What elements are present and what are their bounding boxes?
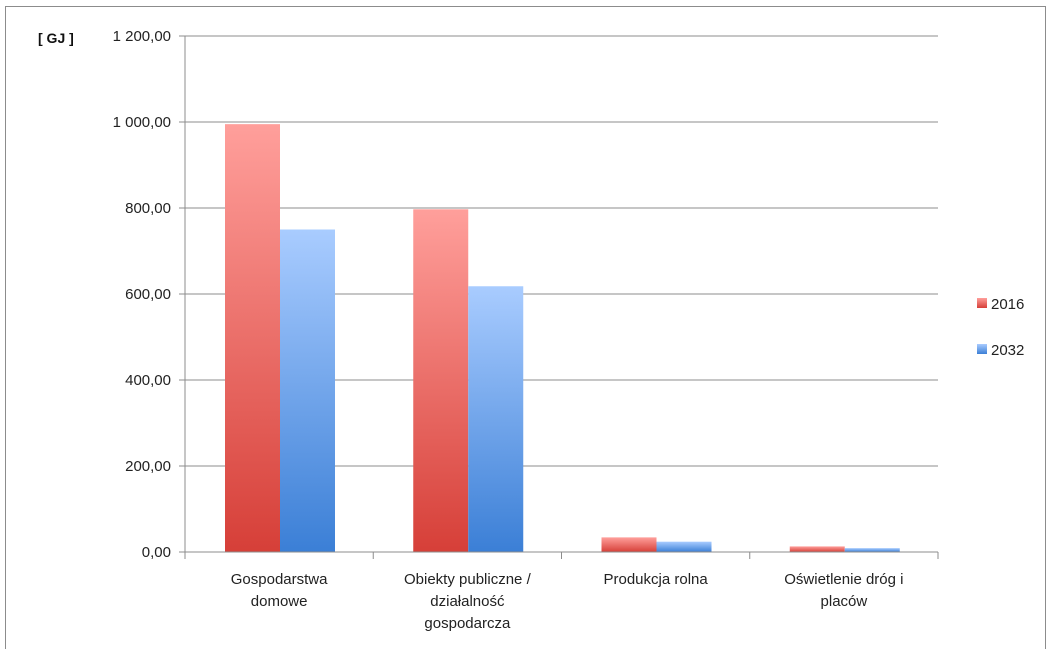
bar-2032-2 bbox=[656, 541, 712, 552]
legend: 2016 2032 bbox=[977, 296, 1024, 359]
legend-label-2016: 2016 bbox=[991, 296, 1024, 313]
y-tick-label: 800,00 bbox=[125, 200, 171, 217]
bar-2016-0 bbox=[225, 124, 280, 553]
y-tick-label: 200,00 bbox=[125, 458, 171, 475]
x-category-label: Produkcja rolna bbox=[604, 571, 709, 588]
axes bbox=[179, 35, 939, 559]
legend-swatch-2032 bbox=[977, 344, 987, 354]
y-axis-unit-label: [ GJ ] bbox=[38, 30, 74, 46]
y-tick-label: 600,00 bbox=[125, 286, 171, 303]
bar-2032-1 bbox=[468, 286, 524, 552]
y-tick-label: 0,00 bbox=[142, 544, 171, 561]
y-tick-label: 1 200,00 bbox=[113, 28, 171, 45]
y-tick-label: 1 000,00 bbox=[113, 114, 171, 131]
axis-labels: 0,00 200,00 400,00 600,00 800,00 1 000,00 1 20… bbox=[113, 28, 904, 632]
bar-2016-1 bbox=[413, 209, 469, 553]
y-tick-label: 400,00 bbox=[125, 372, 171, 389]
x-category-label: placów bbox=[821, 593, 868, 610]
bar-2016-3 bbox=[789, 546, 845, 552]
x-category-label: Gospodarstwa bbox=[231, 571, 328, 588]
x-category-label: działalność bbox=[430, 593, 505, 610]
bars bbox=[225, 124, 900, 553]
x-category-label: domowe bbox=[251, 593, 308, 610]
bar-2032-3 bbox=[844, 548, 900, 552]
x-category-label: Oświetlenie dróg i bbox=[784, 571, 903, 588]
legend-swatch-2016 bbox=[977, 298, 987, 308]
x-category-label: gospodarcza bbox=[424, 615, 511, 632]
bar-2032-0 bbox=[280, 229, 335, 552]
legend-label-2032: 2032 bbox=[991, 342, 1024, 359]
x-category-label: Obiekty publiczne / bbox=[404, 571, 532, 588]
chart-frame bbox=[5, 6, 1046, 649]
bar-2016-2 bbox=[601, 537, 657, 552]
